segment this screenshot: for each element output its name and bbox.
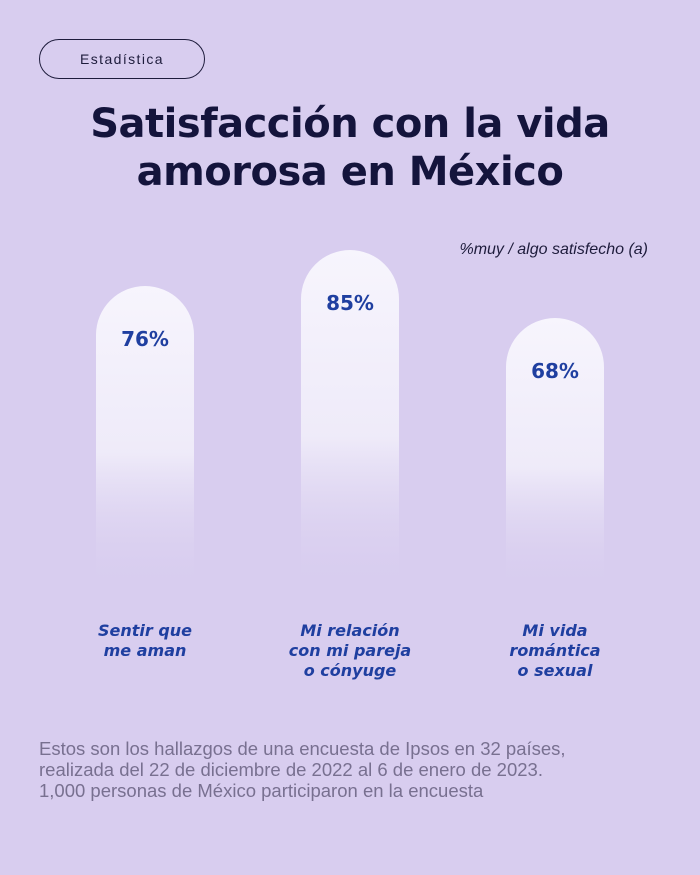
category-label: Sentir que me aman bbox=[97, 621, 193, 660]
category-label: Mi vida romántica o sexual bbox=[509, 621, 601, 680]
footnote-line: 1,000 personas de México participaron en… bbox=[39, 780, 484, 801]
footnote-line: realizada del 22 de diciembre de 2022 al… bbox=[39, 759, 543, 780]
page-title: Satisfacción con la vida amorosa en Méxi… bbox=[0, 100, 700, 196]
bar bbox=[301, 250, 399, 591]
title-line: amorosa en México bbox=[136, 149, 564, 195]
category-label: Mi relación con mi pareja o cónyuge bbox=[288, 621, 412, 680]
value-label: 76% bbox=[121, 327, 169, 351]
footnote-line: Estos son los hallazgos de una encuesta … bbox=[39, 738, 566, 759]
unit-note: %muy / algo satisfecho (a) bbox=[459, 241, 648, 258]
title-line: Satisfacción con la vida bbox=[90, 101, 610, 147]
value-label: 85% bbox=[326, 291, 374, 315]
value-label: 68% bbox=[531, 359, 579, 383]
footnote: Estos son los hallazgos de una encuesta … bbox=[39, 738, 679, 801]
category-tag: Estadística bbox=[39, 39, 205, 79]
bar bbox=[506, 318, 604, 590]
bar bbox=[96, 286, 194, 590]
